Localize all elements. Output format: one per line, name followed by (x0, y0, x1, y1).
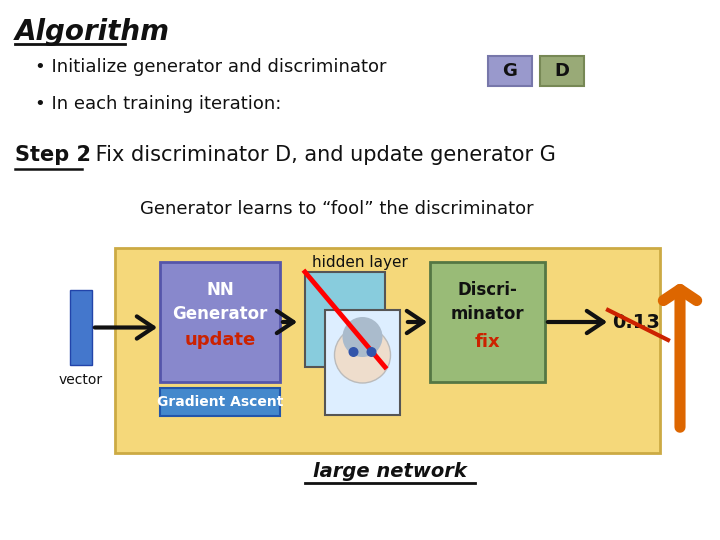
Text: • In each training iteration:: • In each training iteration: (35, 95, 282, 113)
Circle shape (335, 327, 390, 383)
Circle shape (348, 347, 359, 357)
Bar (488, 56, 532, 86)
Circle shape (366, 347, 377, 357)
Text: vector: vector (59, 373, 103, 387)
Bar (305, 272, 385, 367)
Text: • Initialize generator and discriminator: • Initialize generator and discriminator (35, 58, 387, 76)
Text: G: G (503, 62, 518, 80)
Bar (160, 262, 280, 382)
Text: Discri-: Discri- (458, 281, 518, 299)
Bar (115, 248, 660, 453)
Text: large network: large network (313, 462, 467, 481)
Text: NN: NN (206, 281, 234, 299)
Text: 0.13: 0.13 (612, 313, 660, 332)
Text: fix: fix (474, 333, 500, 351)
Text: hidden layer: hidden layer (312, 255, 408, 270)
Text: Algorithm: Algorithm (15, 18, 170, 46)
Bar (325, 310, 400, 415)
Text: Generator: Generator (172, 305, 268, 323)
Bar (430, 262, 545, 382)
Text: minator: minator (451, 305, 524, 323)
Text: Step 2: Step 2 (15, 145, 91, 165)
Ellipse shape (346, 361, 379, 379)
Bar (70, 290, 92, 365)
Text: D: D (554, 62, 570, 80)
Bar (540, 56, 584, 86)
Text: update: update (184, 331, 256, 349)
Circle shape (343, 317, 382, 357)
Text: Generator learns to “fool” the discriminator: Generator learns to “fool” the discrimin… (140, 200, 534, 218)
Text: Gradient Ascent: Gradient Ascent (157, 395, 283, 409)
Bar (160, 388, 280, 416)
Text: : Fix discriminator D, and update generator G: : Fix discriminator D, and update genera… (82, 145, 556, 165)
